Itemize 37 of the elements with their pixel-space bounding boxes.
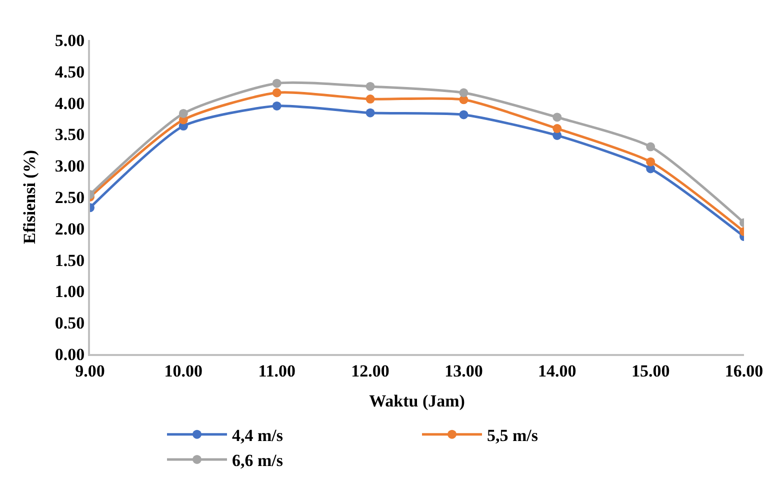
point	[178, 108, 188, 118]
x-tick-label: 16.00	[724, 361, 764, 380]
point	[272, 101, 282, 110]
x-tick-label: 11.00	[258, 361, 296, 380]
x-axis-title: Waktu (Jam)	[369, 391, 465, 410]
y-tick-label: 1.50	[54, 250, 85, 270]
point	[272, 78, 282, 88]
y-tick-label: 4.00	[54, 94, 85, 113]
point	[552, 124, 562, 134]
y-tick-label: 2.50	[54, 188, 85, 207]
y-axis-title: Efisiensi (%)	[20, 150, 39, 244]
point	[552, 112, 562, 122]
point	[646, 157, 656, 166]
point	[459, 110, 468, 120]
y-tick-label: 0.00	[54, 344, 85, 364]
point	[366, 108, 375, 118]
y-tick-label: 2.00	[54, 219, 85, 238]
x-tick-label: 9.00	[75, 361, 105, 380]
point	[366, 82, 375, 91]
x-tick-label: 15.00	[631, 361, 670, 380]
y-tick-label: 0.50	[54, 314, 85, 333]
legend-label: 5,5 m/s	[487, 426, 538, 445]
x-tick-label: 13.00	[444, 361, 483, 380]
x-tick-label: 10.00	[164, 361, 203, 380]
x-tick-label: 14.00	[538, 361, 576, 380]
point	[646, 142, 656, 152]
legend-label: 6,6 m/s	[232, 451, 284, 470]
y-tick-label: 3.00	[54, 156, 85, 176]
point	[366, 94, 375, 104]
y-tick-label: 3.50	[54, 125, 85, 144]
legend-label: 4,4 m/s	[232, 426, 284, 445]
point	[459, 88, 468, 98]
y-tick-label: 4.50	[54, 62, 85, 82]
y-tick-label: 5.00	[54, 30, 85, 50]
x-tick-label: 12.00	[351, 361, 390, 380]
point	[272, 88, 282, 98]
y-tick-label: 1.00	[54, 282, 85, 302]
